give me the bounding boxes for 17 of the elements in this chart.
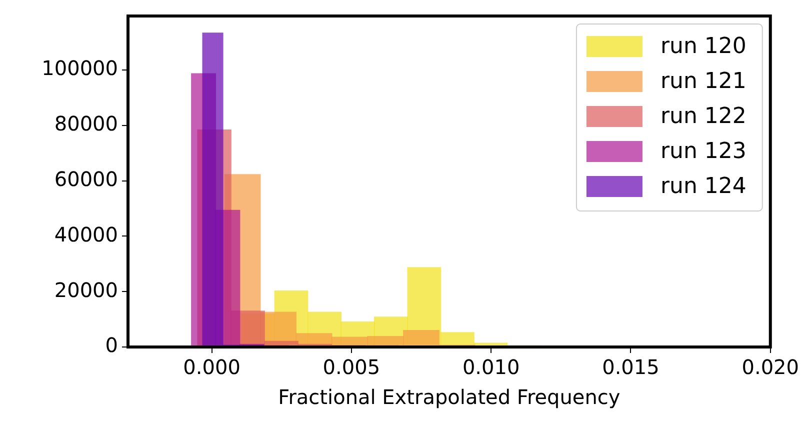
legend-label: run 124 (660, 174, 746, 200)
x-tick-label: 0.015 (602, 355, 660, 380)
y-tick-label: 40000 (54, 222, 118, 246)
y-tick-label: 0 (105, 333, 118, 358)
x-tick-label: 0.000 (183, 355, 240, 380)
y-tick-label: 80000 (54, 112, 118, 136)
y-tick-label: 100000 (42, 56, 118, 80)
legend-label: run 120 (660, 34, 746, 60)
legend-label: run 122 (660, 104, 746, 130)
legend-label: run 123 (660, 139, 746, 164)
x-axis-title: Fractional Extrapolated Frequency (278, 385, 620, 410)
x-tick-label: 0.010 (462, 355, 520, 380)
y-tick-label: 20000 (54, 278, 118, 302)
x-tick-label: 0.020 (742, 355, 800, 380)
legend-label: run 121 (660, 69, 746, 94)
x-tick-label: 0.005 (322, 355, 380, 380)
y-tick-label: 60000 (54, 167, 118, 192)
